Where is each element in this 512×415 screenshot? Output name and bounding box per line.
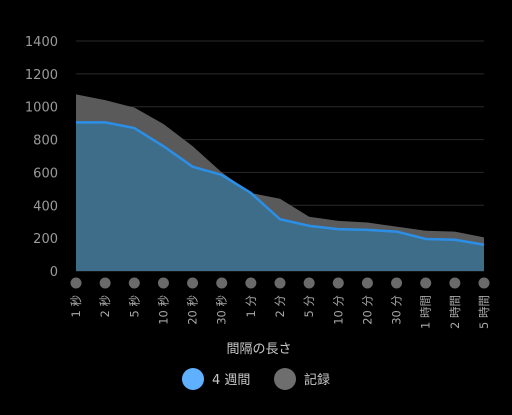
legend-swatch-4weeks [182, 368, 204, 390]
area-4weeks [76, 122, 484, 271]
y-tick-label: 1200 [25, 68, 58, 83]
x-tick-label: 5 分 [302, 295, 316, 318]
x-tick-label: 1 秒 [69, 295, 83, 317]
x-axis-markers [70, 277, 490, 289]
x-axis-dot [157, 277, 169, 289]
x-tick-label: 30 分 [390, 295, 404, 325]
legend: 4 週間 記録 [182, 368, 330, 390]
legend-label-4weeks: 4 週間 [212, 373, 250, 388]
x-tick-label: 5 秒 [127, 295, 141, 317]
x-tick-label: 2 秒 [98, 295, 112, 317]
legend-item-record[interactable]: 記録 [274, 368, 330, 390]
x-axis-dot [449, 277, 461, 289]
x-axis-dot [274, 277, 286, 289]
x-axis-dot [245, 277, 257, 289]
x-axis-dot [216, 277, 228, 289]
x-tick-label: 1 分 [244, 295, 258, 318]
x-tick-label: 10 分 [331, 295, 345, 325]
x-axis-dot [70, 277, 82, 289]
y-tick-label: 1400 [25, 35, 58, 50]
legend-label-record: 記録 [304, 372, 330, 388]
y-axis-ticks: 0 200 400 600 800 1000 1200 1400 [25, 35, 58, 280]
x-axis-title: 間隔の長さ [226, 342, 291, 357]
x-tick-label: 20 分 [360, 295, 374, 325]
x-tick-label: 30 秒 [215, 295, 229, 325]
y-tick-label: 0 [50, 265, 58, 280]
x-axis-dot [420, 277, 432, 289]
x-axis-dot [361, 277, 373, 289]
x-axis-dot [478, 277, 490, 289]
x-axis-ticks: 1 秒 2 秒 5 秒 10 秒 20 秒 30 秒 1 分 2 分 5 分 10 分 20 分 30… [69, 295, 491, 329]
x-axis-dot [391, 277, 403, 289]
y-tick-label: 600 [33, 166, 58, 181]
x-axis-dot [99, 277, 111, 289]
y-tick-label: 1000 [25, 101, 58, 116]
legend-swatch-record [274, 368, 296, 390]
x-axis-dot [332, 277, 344, 289]
x-tick-label: 5 時間 [477, 295, 491, 329]
x-tick-label: 2 分 [273, 295, 287, 318]
x-tick-label: 2 時間 [448, 295, 462, 329]
x-axis-dot [303, 277, 315, 289]
x-tick-label: 20 秒 [186, 295, 200, 325]
line-4weeks [76, 121, 485, 246]
x-tick-label: 1 時間 [419, 295, 433, 329]
legend-item-4weeks[interactable]: 4 週間 [182, 368, 250, 390]
data-areas [76, 94, 485, 272]
y-tick-label: 200 [33, 232, 58, 247]
y-tick-label: 800 [33, 134, 58, 149]
x-tick-label: 10 秒 [156, 295, 170, 325]
x-axis-dot [128, 277, 140, 289]
x-axis-dot [187, 277, 199, 289]
y-tick-label: 400 [33, 199, 58, 214]
